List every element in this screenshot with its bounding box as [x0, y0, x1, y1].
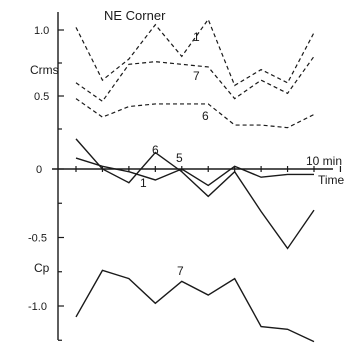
series-label-cp-5: 5: [176, 151, 183, 165]
y-ticks: [58, 29, 342, 341]
series-line-cp-6: [75, 138, 315, 250]
y-tick-label: 0: [36, 164, 42, 176]
series-line-cp-7: [75, 269, 315, 343]
series-label-crms-1: 1: [193, 30, 200, 44]
series-label-crms-7: 7: [193, 69, 200, 83]
series-label-cp-1: 1: [140, 176, 147, 190]
y-tick-label: -0.5: [28, 233, 47, 245]
y-tick-label: -1.0: [28, 301, 47, 313]
series-label-cp-7: 7: [177, 264, 184, 278]
series-label-crms-6: 6: [202, 109, 209, 123]
chart-title: NE Corner: [104, 8, 166, 23]
series-line-crms-1: [75, 18, 315, 87]
chart-labels: 0.5 1.0 0 -0.5 -1.0 NE Corner Crms Cp 10 min Time…: [28, 8, 345, 313]
chart-axes: [52, 12, 333, 340]
series-line-crms-6: [75, 98, 315, 129]
y-tick-label: 0.5: [34, 91, 49, 103]
y-tick-label: 1.0: [34, 25, 49, 37]
time-end-label: 10 min: [306, 154, 342, 168]
series-label-cp-6: 6: [152, 143, 159, 157]
series-line-crms-7: [75, 56, 315, 103]
series-line-cp-1: [75, 157, 314, 187]
series-lines: [75, 18, 315, 343]
crms-axis-label: Crms: [30, 63, 59, 77]
cp-axis-label: Cp: [34, 261, 50, 275]
time-axis-label: Time: [318, 173, 345, 187]
